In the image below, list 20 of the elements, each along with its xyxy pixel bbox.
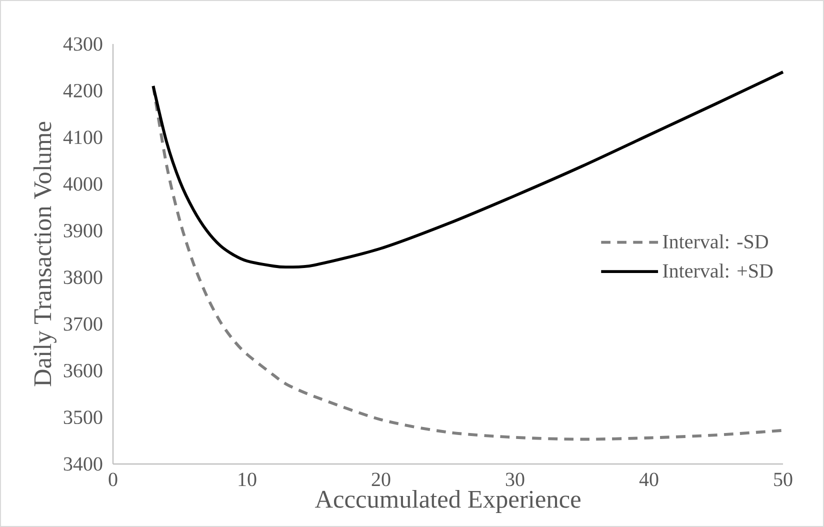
y-tick-label: 3600 (64, 364, 102, 378)
x-tick-label: 20 (372, 472, 390, 486)
y-tick-label: 3800 (64, 270, 102, 284)
y-axis-title: Daily Transaction Volume (33, 122, 56, 386)
y-tick-label: 4000 (63, 177, 102, 191)
y-tick-label: 3500 (64, 410, 102, 424)
y-tick-label: 4200 (63, 84, 102, 98)
x-tick-label: 10 (238, 472, 256, 486)
x-axis-title: Acccumulated Experience (314, 490, 580, 513)
legend-label: Interval: +SD (662, 264, 773, 278)
y-tick-label: 3900 (64, 224, 102, 238)
legend-label: Interval: -SD (662, 234, 768, 249)
y-tick-label: 3700 (64, 317, 102, 331)
y-tick-label: 4300 (63, 37, 102, 51)
x-tick-label: 30 (506, 472, 524, 486)
x-tick-label: 40 (639, 472, 658, 486)
x-tick-label: 0 (108, 472, 118, 486)
y-tick-label: 4100 (63, 130, 102, 144)
x-tick-label: 50 (774, 472, 792, 486)
y-tick-label: 3400 (64, 457, 102, 471)
